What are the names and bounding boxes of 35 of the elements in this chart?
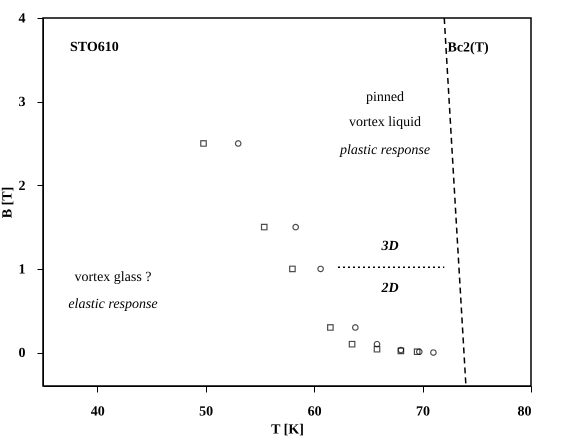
point (348, 340, 356, 348)
y-tick-label: 2 (18, 178, 26, 194)
annotation: vortex liquid (349, 115, 421, 130)
annotation: elastic response (68, 297, 158, 312)
annotation: STO610 (70, 40, 119, 55)
y-tick-label: 4 (18, 12, 26, 26)
y-axis-title: B [T] (0, 186, 16, 218)
point (317, 266, 324, 272)
x-tick-label: 80 (518, 404, 532, 420)
annotation: plastic response (338, 143, 430, 158)
point (352, 324, 359, 331)
point (430, 349, 437, 356)
point (260, 224, 268, 230)
point (292, 224, 300, 230)
point (327, 324, 334, 331)
point (234, 140, 242, 147)
point (414, 348, 420, 356)
annotation: vortex glass ? (74, 270, 152, 285)
annotation: 2D (380, 281, 399, 296)
y-tick-label: 0 (18, 346, 26, 362)
x-tick-label: 60 (308, 404, 322, 420)
x-tick-label: 50 (199, 404, 214, 420)
annotation: pinned (366, 90, 404, 105)
point (374, 340, 380, 348)
y-tick-label: 1 (18, 262, 26, 278)
annotation: 3D (380, 239, 399, 254)
y-tick-label: 3 (18, 95, 26, 110)
point (416, 348, 423, 356)
x-tick-label: 40 (90, 404, 105, 420)
point (200, 140, 207, 147)
x-tick-label: 70 (416, 404, 430, 420)
point (289, 266, 296, 272)
x-axis-title: T [K] (271, 422, 304, 437)
point (374, 346, 380, 353)
annotation: Bc2(T) (448, 40, 490, 56)
